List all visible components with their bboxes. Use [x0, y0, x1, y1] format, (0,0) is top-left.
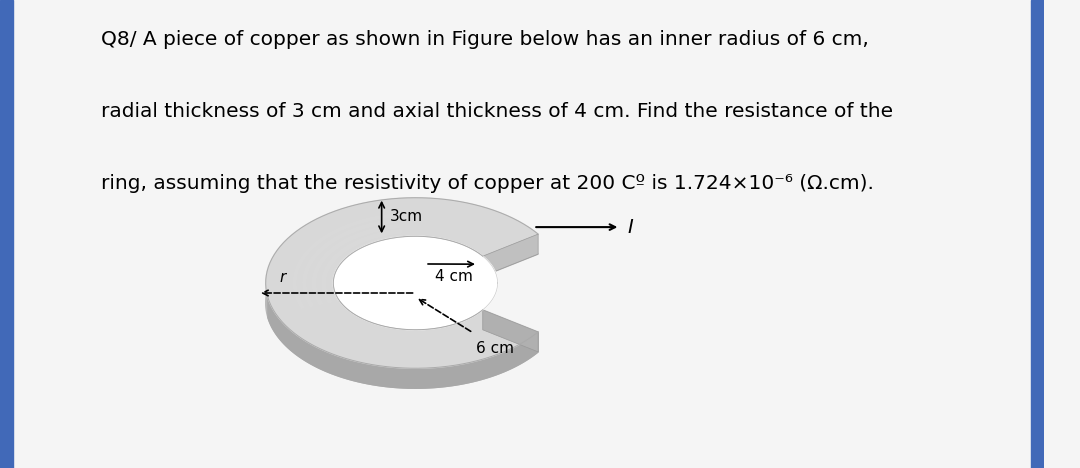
Polygon shape: [483, 310, 538, 352]
Text: radial thickness of 3 cm and axial thickness of 4 cm. Find the resistance of the: radial thickness of 3 cm and axial thick…: [102, 102, 893, 121]
Text: I: I: [627, 218, 633, 237]
Text: Q8/ A piece of copper as shown in Figure below has an inner radius of 6 cm,: Q8/ A piece of copper as shown in Figure…: [102, 30, 869, 49]
Text: 3cm: 3cm: [390, 210, 422, 225]
Text: ring, assuming that the resistivity of copper at 200 Cº is 1.724×10⁻⁶ (Ω.cm).: ring, assuming that the resistivity of c…: [102, 174, 875, 193]
Polygon shape: [268, 298, 538, 388]
Polygon shape: [483, 234, 538, 276]
Text: 6 cm: 6 cm: [476, 341, 514, 356]
Text: 4 cm: 4 cm: [435, 269, 473, 284]
Polygon shape: [266, 218, 538, 388]
Bar: [1031, 0, 1043, 468]
Bar: [0, 0, 13, 468]
Polygon shape: [266, 198, 538, 368]
Polygon shape: [334, 236, 498, 330]
Polygon shape: [334, 236, 483, 311]
Text: r: r: [280, 270, 285, 285]
